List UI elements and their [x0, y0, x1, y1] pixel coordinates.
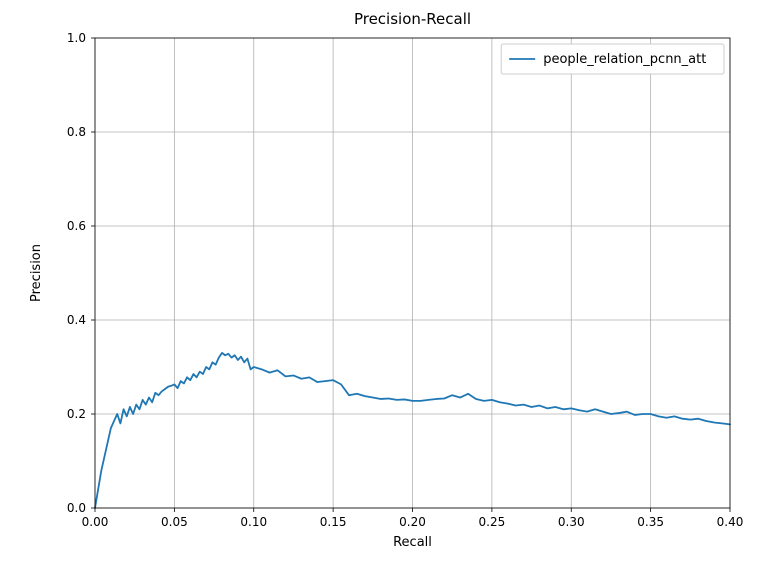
chart-svg: 0.00 0.05 0.10 0.15 0.20 0.25 0.30 0.35 0.40 0.0 0… — [0, 0, 760, 571]
ytick-label: 0.4 — [67, 313, 86, 327]
legend-label: people_relation_pcnn_att — [543, 52, 706, 67]
xtick-label: 0.20 — [399, 515, 426, 529]
ylabel: Precision — [29, 244, 44, 302]
ytick-label: 1.0 — [67, 31, 86, 45]
xtick-label: 0.00 — [82, 515, 109, 529]
xlabel: Recall — [393, 535, 432, 550]
xtick-label: 0.35 — [637, 515, 664, 529]
xtick-label: 0.15 — [320, 515, 347, 529]
xtick-label: 0.10 — [240, 515, 267, 529]
xtick-label: 0.40 — [717, 515, 744, 529]
ytick-label: 0.2 — [67, 407, 86, 421]
ytick-label: 0.0 — [67, 501, 86, 515]
pr-chart: 0.00 0.05 0.10 0.15 0.20 0.25 0.30 0.35 0.40 0.0 0… — [0, 0, 760, 571]
xtick-label: 0.05 — [161, 515, 188, 529]
chart-title: Precision-Recall — [354, 10, 471, 28]
xtick-label: 0.30 — [558, 515, 585, 529]
ytick-label: 0.8 — [67, 125, 86, 139]
xtick-label: 0.25 — [479, 515, 506, 529]
ytick-label: 0.6 — [67, 219, 86, 233]
